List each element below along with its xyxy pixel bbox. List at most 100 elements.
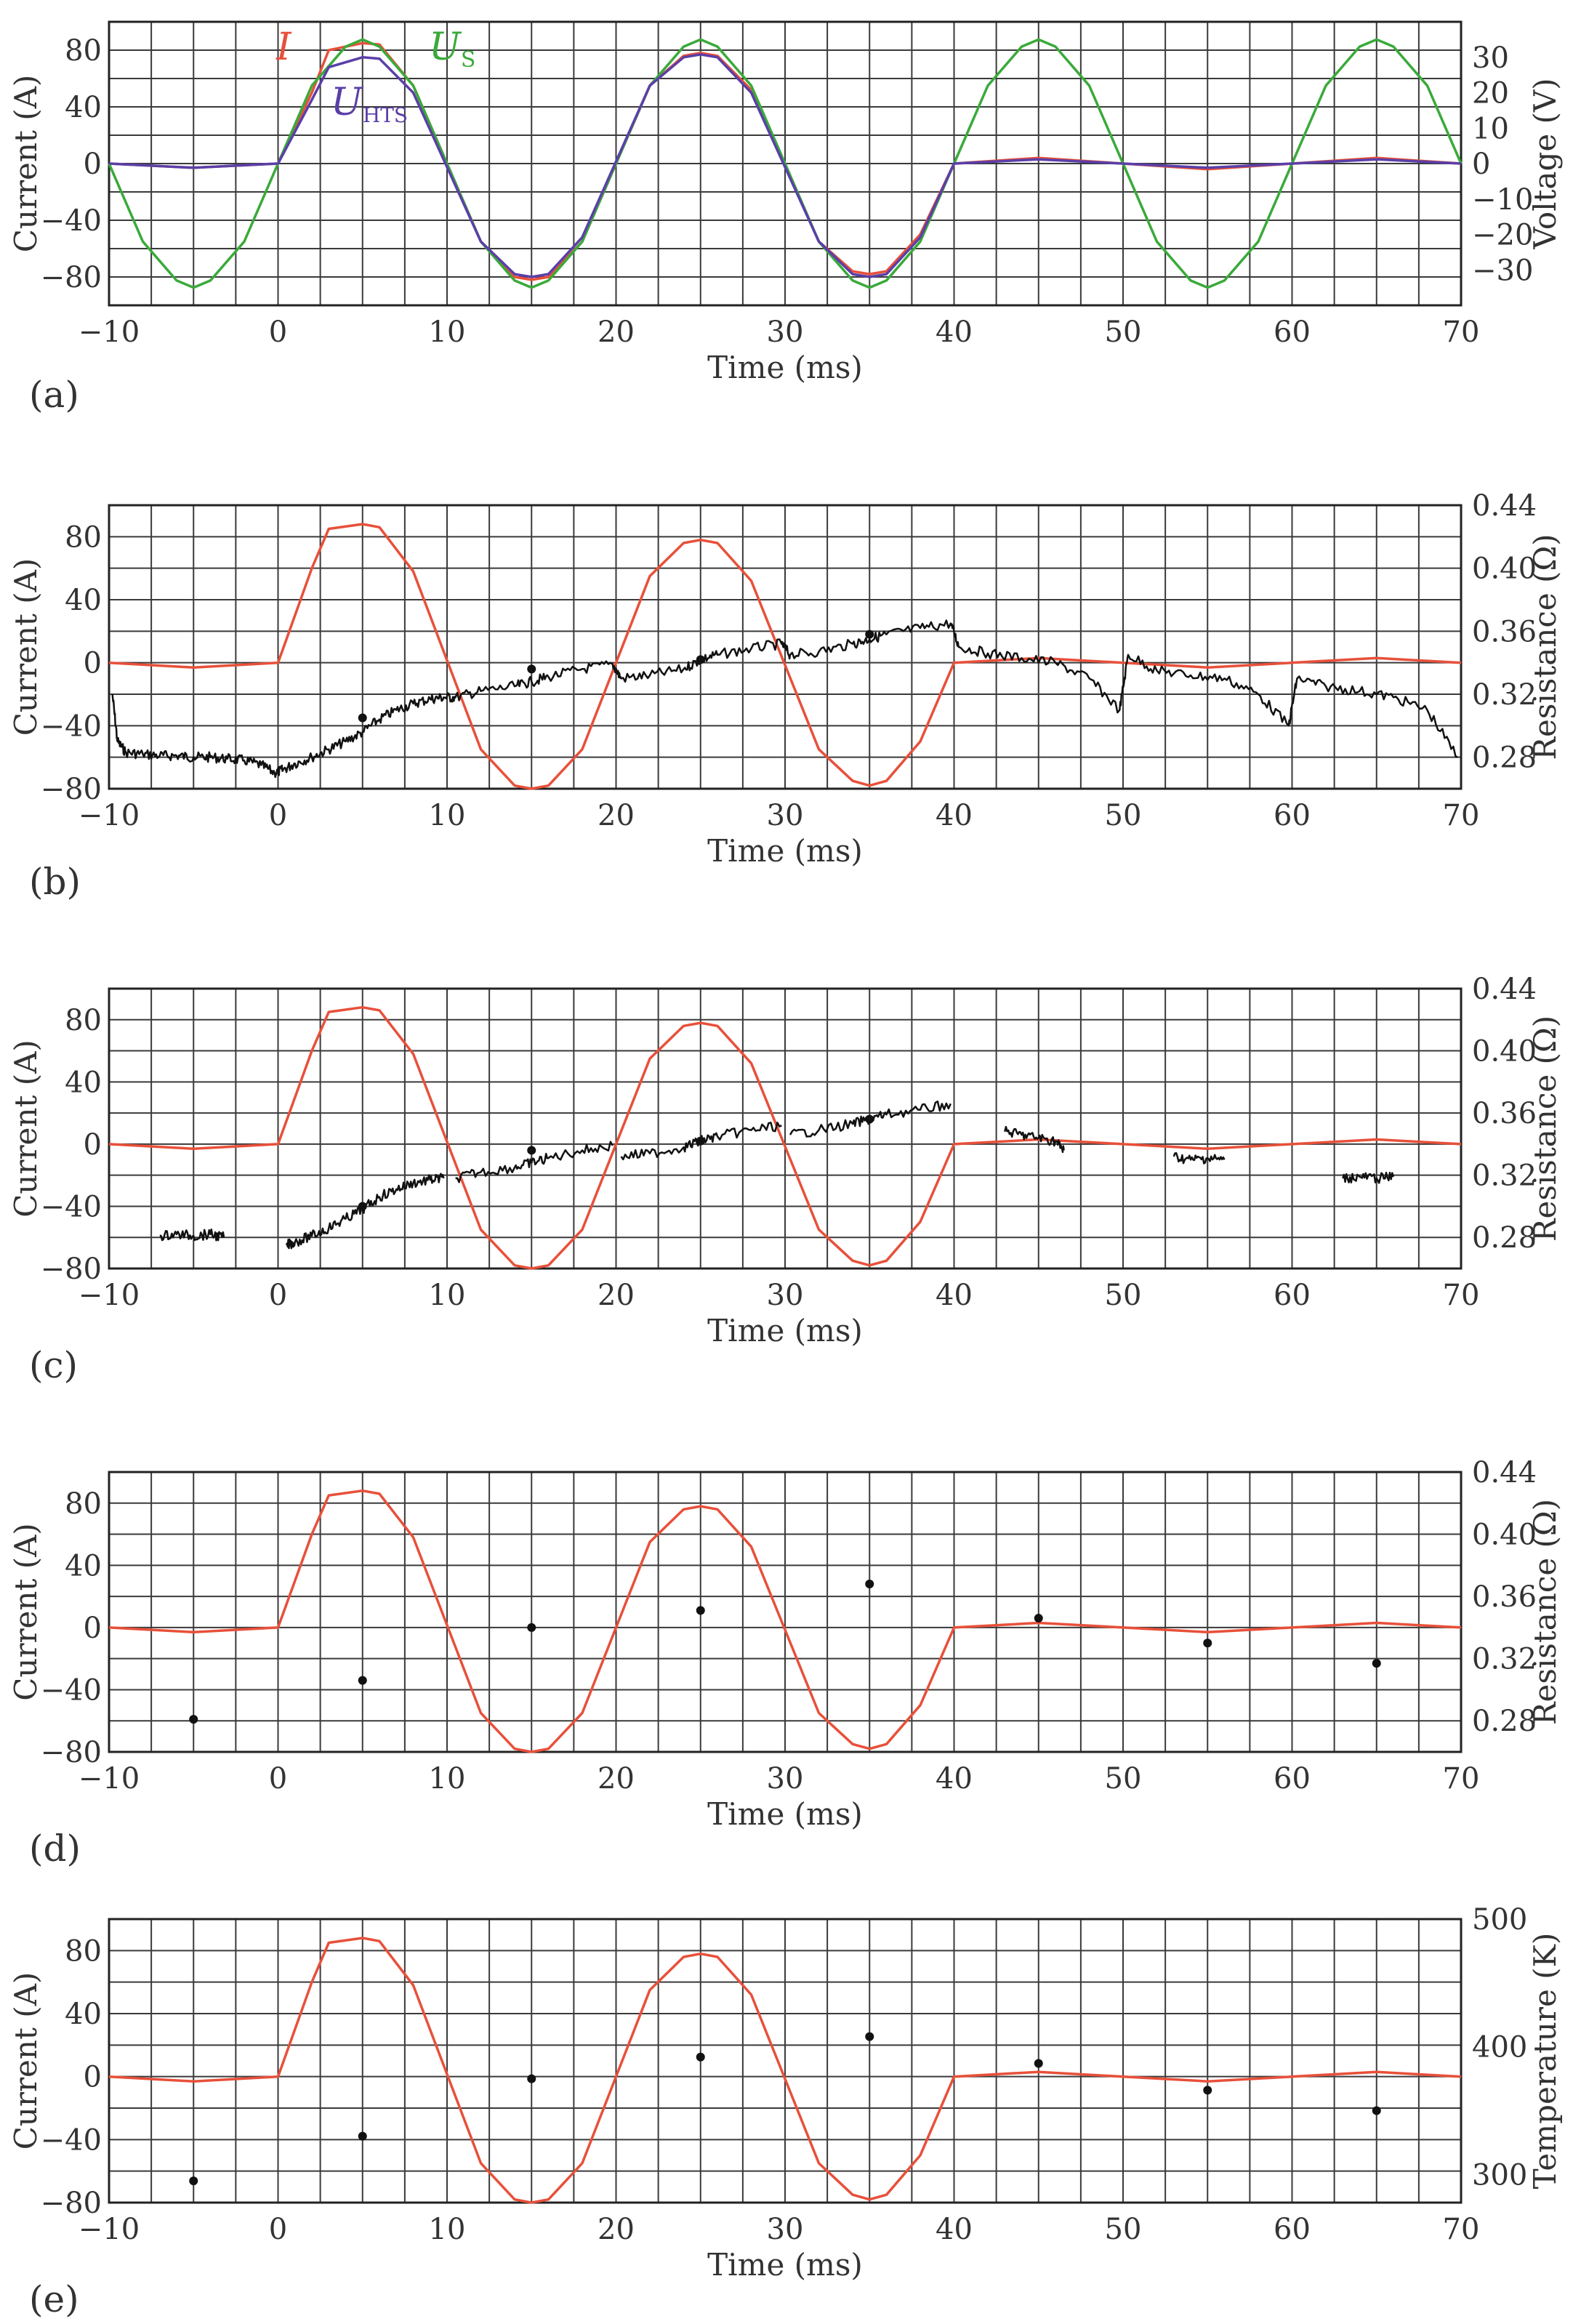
series-resistance-point xyxy=(527,1623,536,1632)
legend-uhts-main: U xyxy=(331,81,364,124)
y-tick-label: 0 xyxy=(84,1128,102,1162)
grid xyxy=(108,1471,1462,1753)
series-resistance-markers-point xyxy=(696,1136,705,1146)
x-tick-label: −10 xyxy=(79,1279,140,1312)
x-tick-label: 20 xyxy=(598,315,635,349)
x-tick-label: 0 xyxy=(269,799,287,832)
legend-uhts: UHTS xyxy=(331,81,408,127)
series-temperature-point xyxy=(696,2052,705,2062)
series-resistance-line xyxy=(111,619,1458,779)
y-tick-label: −40 xyxy=(41,1190,102,1223)
y-tick-label: 80 xyxy=(65,1934,102,1968)
y-tick-label: −80 xyxy=(41,1253,102,1286)
x-axis-label: Time (ms) xyxy=(707,1796,863,1832)
y2-tick-label: −30 xyxy=(1472,254,1533,287)
x-tick-label: 60 xyxy=(1274,2213,1311,2246)
y2-axis-label: Resistance (Ω) xyxy=(1527,1016,1563,1242)
x-tick-label: 20 xyxy=(598,799,635,832)
x-tick-label: 50 xyxy=(1105,799,1142,832)
y2-tick-label: 0.32 xyxy=(1472,678,1537,712)
y2-tick-label: 0.44 xyxy=(1472,1456,1537,1489)
y2-tick-label: 0 xyxy=(1472,148,1490,181)
y2-tick-label: −20 xyxy=(1472,219,1533,252)
x-tick-label: 60 xyxy=(1274,799,1311,832)
grid xyxy=(108,988,1462,1269)
x-tick-label: 30 xyxy=(767,799,804,832)
y2-axis-label: Resistance (Ω) xyxy=(1527,534,1563,760)
x-tick-label: 10 xyxy=(429,2213,466,2246)
x-tick-label: 30 xyxy=(767,1279,804,1312)
y2-tick-label: 0.40 xyxy=(1472,1035,1537,1069)
legend-us-main: U xyxy=(429,25,462,69)
x-tick-label: 60 xyxy=(1274,1762,1311,1796)
panel-label: (e) xyxy=(29,2278,79,2320)
x-tick-label: 40 xyxy=(936,2213,973,2246)
y-tick-label: 80 xyxy=(65,34,102,68)
x-tick-label: 50 xyxy=(1105,315,1142,349)
series-resistance-line xyxy=(1172,1151,1226,1165)
grid xyxy=(108,1918,1462,2203)
y2-tick-label: 0.40 xyxy=(1472,1519,1537,1552)
series-temperature-point xyxy=(1203,2086,1212,2095)
series-resistance-markers-point xyxy=(696,655,705,664)
x-tick-label: 60 xyxy=(1274,1279,1311,1312)
x-tick-label: 20 xyxy=(598,1279,635,1312)
y-tick-label: −80 xyxy=(41,261,102,294)
y2-tick-label: 0.28 xyxy=(1472,741,1537,775)
x-tick-label: 40 xyxy=(936,315,973,349)
x-tick-label: 10 xyxy=(429,1762,466,1796)
y2-axis-label: Resistance (Ω) xyxy=(1527,1499,1563,1725)
series-temperature-point xyxy=(358,2131,367,2141)
y2-tick-label: 10 xyxy=(1472,112,1509,145)
x-tick-label: 10 xyxy=(429,799,466,832)
panel-c: −10 0 10 20 30 40 50 60 70 Time (ms) 80 40 0 −40 −80 Cu… xyxy=(8,973,1563,1386)
x-tick-label: −10 xyxy=(79,799,140,832)
y-tick-label: −80 xyxy=(41,1736,102,1769)
y2-axis-label: Voltage (V) xyxy=(1527,78,1563,249)
x-tick-label: 10 xyxy=(429,1279,466,1312)
x-tick-label: 50 xyxy=(1105,1279,1142,1312)
y2-tick-label: 0.32 xyxy=(1472,1159,1537,1193)
panel-label: (c) xyxy=(29,1344,78,1386)
y-tick-label: −40 xyxy=(41,709,102,743)
x-tick-label: 20 xyxy=(598,2213,635,2246)
x-tick-label: 10 xyxy=(429,315,466,349)
x-tick-label: 60 xyxy=(1274,315,1311,349)
legend-us: US xyxy=(429,25,475,73)
x-tick-label: 40 xyxy=(936,799,973,832)
y-tick-label: 40 xyxy=(65,584,102,617)
x-tick-label: 20 xyxy=(598,1762,635,1796)
y-tick-label: 40 xyxy=(65,1549,102,1583)
series-resistance-point xyxy=(189,1715,198,1724)
series-us-line xyxy=(108,38,1463,289)
legend-i: I xyxy=(275,25,292,69)
y-tick-label: 80 xyxy=(65,1487,102,1521)
y2-tick-label: 0.44 xyxy=(1472,973,1537,1006)
y2-tick-label: 300 xyxy=(1472,2158,1527,2192)
x-tick-label: 70 xyxy=(1443,1279,1480,1312)
series-resistance-point xyxy=(1372,1659,1381,1668)
y-tick-label: 0 xyxy=(84,148,102,181)
series-resistance-line xyxy=(1342,1171,1395,1184)
series-resistance-markers-point xyxy=(865,1114,874,1124)
x-tick-label: −10 xyxy=(79,1762,140,1796)
series-resistance-point xyxy=(696,1606,705,1615)
y2-tick-label: 0.28 xyxy=(1472,1705,1537,1738)
x-tick-label: 0 xyxy=(269,315,287,349)
x-tick-label: 40 xyxy=(936,1279,973,1312)
panel-label: (a) xyxy=(29,374,79,416)
y-tick-label: 0 xyxy=(84,1612,102,1645)
series-resistance-point xyxy=(865,1580,874,1588)
y-tick-label: 80 xyxy=(65,520,102,554)
y-tick-label: 0 xyxy=(84,647,102,680)
series-temperature-point xyxy=(1372,2106,1381,2115)
legend-uhts-sub: HTS xyxy=(363,103,408,127)
y2-axis-label: Temperature (K) xyxy=(1527,1933,1563,2190)
x-tick-label: 0 xyxy=(269,2213,287,2246)
x-tick-label: 50 xyxy=(1105,2213,1142,2246)
x-axis-label: Time (ms) xyxy=(707,1313,863,1348)
y2-tick-label: −10 xyxy=(1472,183,1533,217)
x-tick-label: 50 xyxy=(1105,1762,1142,1796)
